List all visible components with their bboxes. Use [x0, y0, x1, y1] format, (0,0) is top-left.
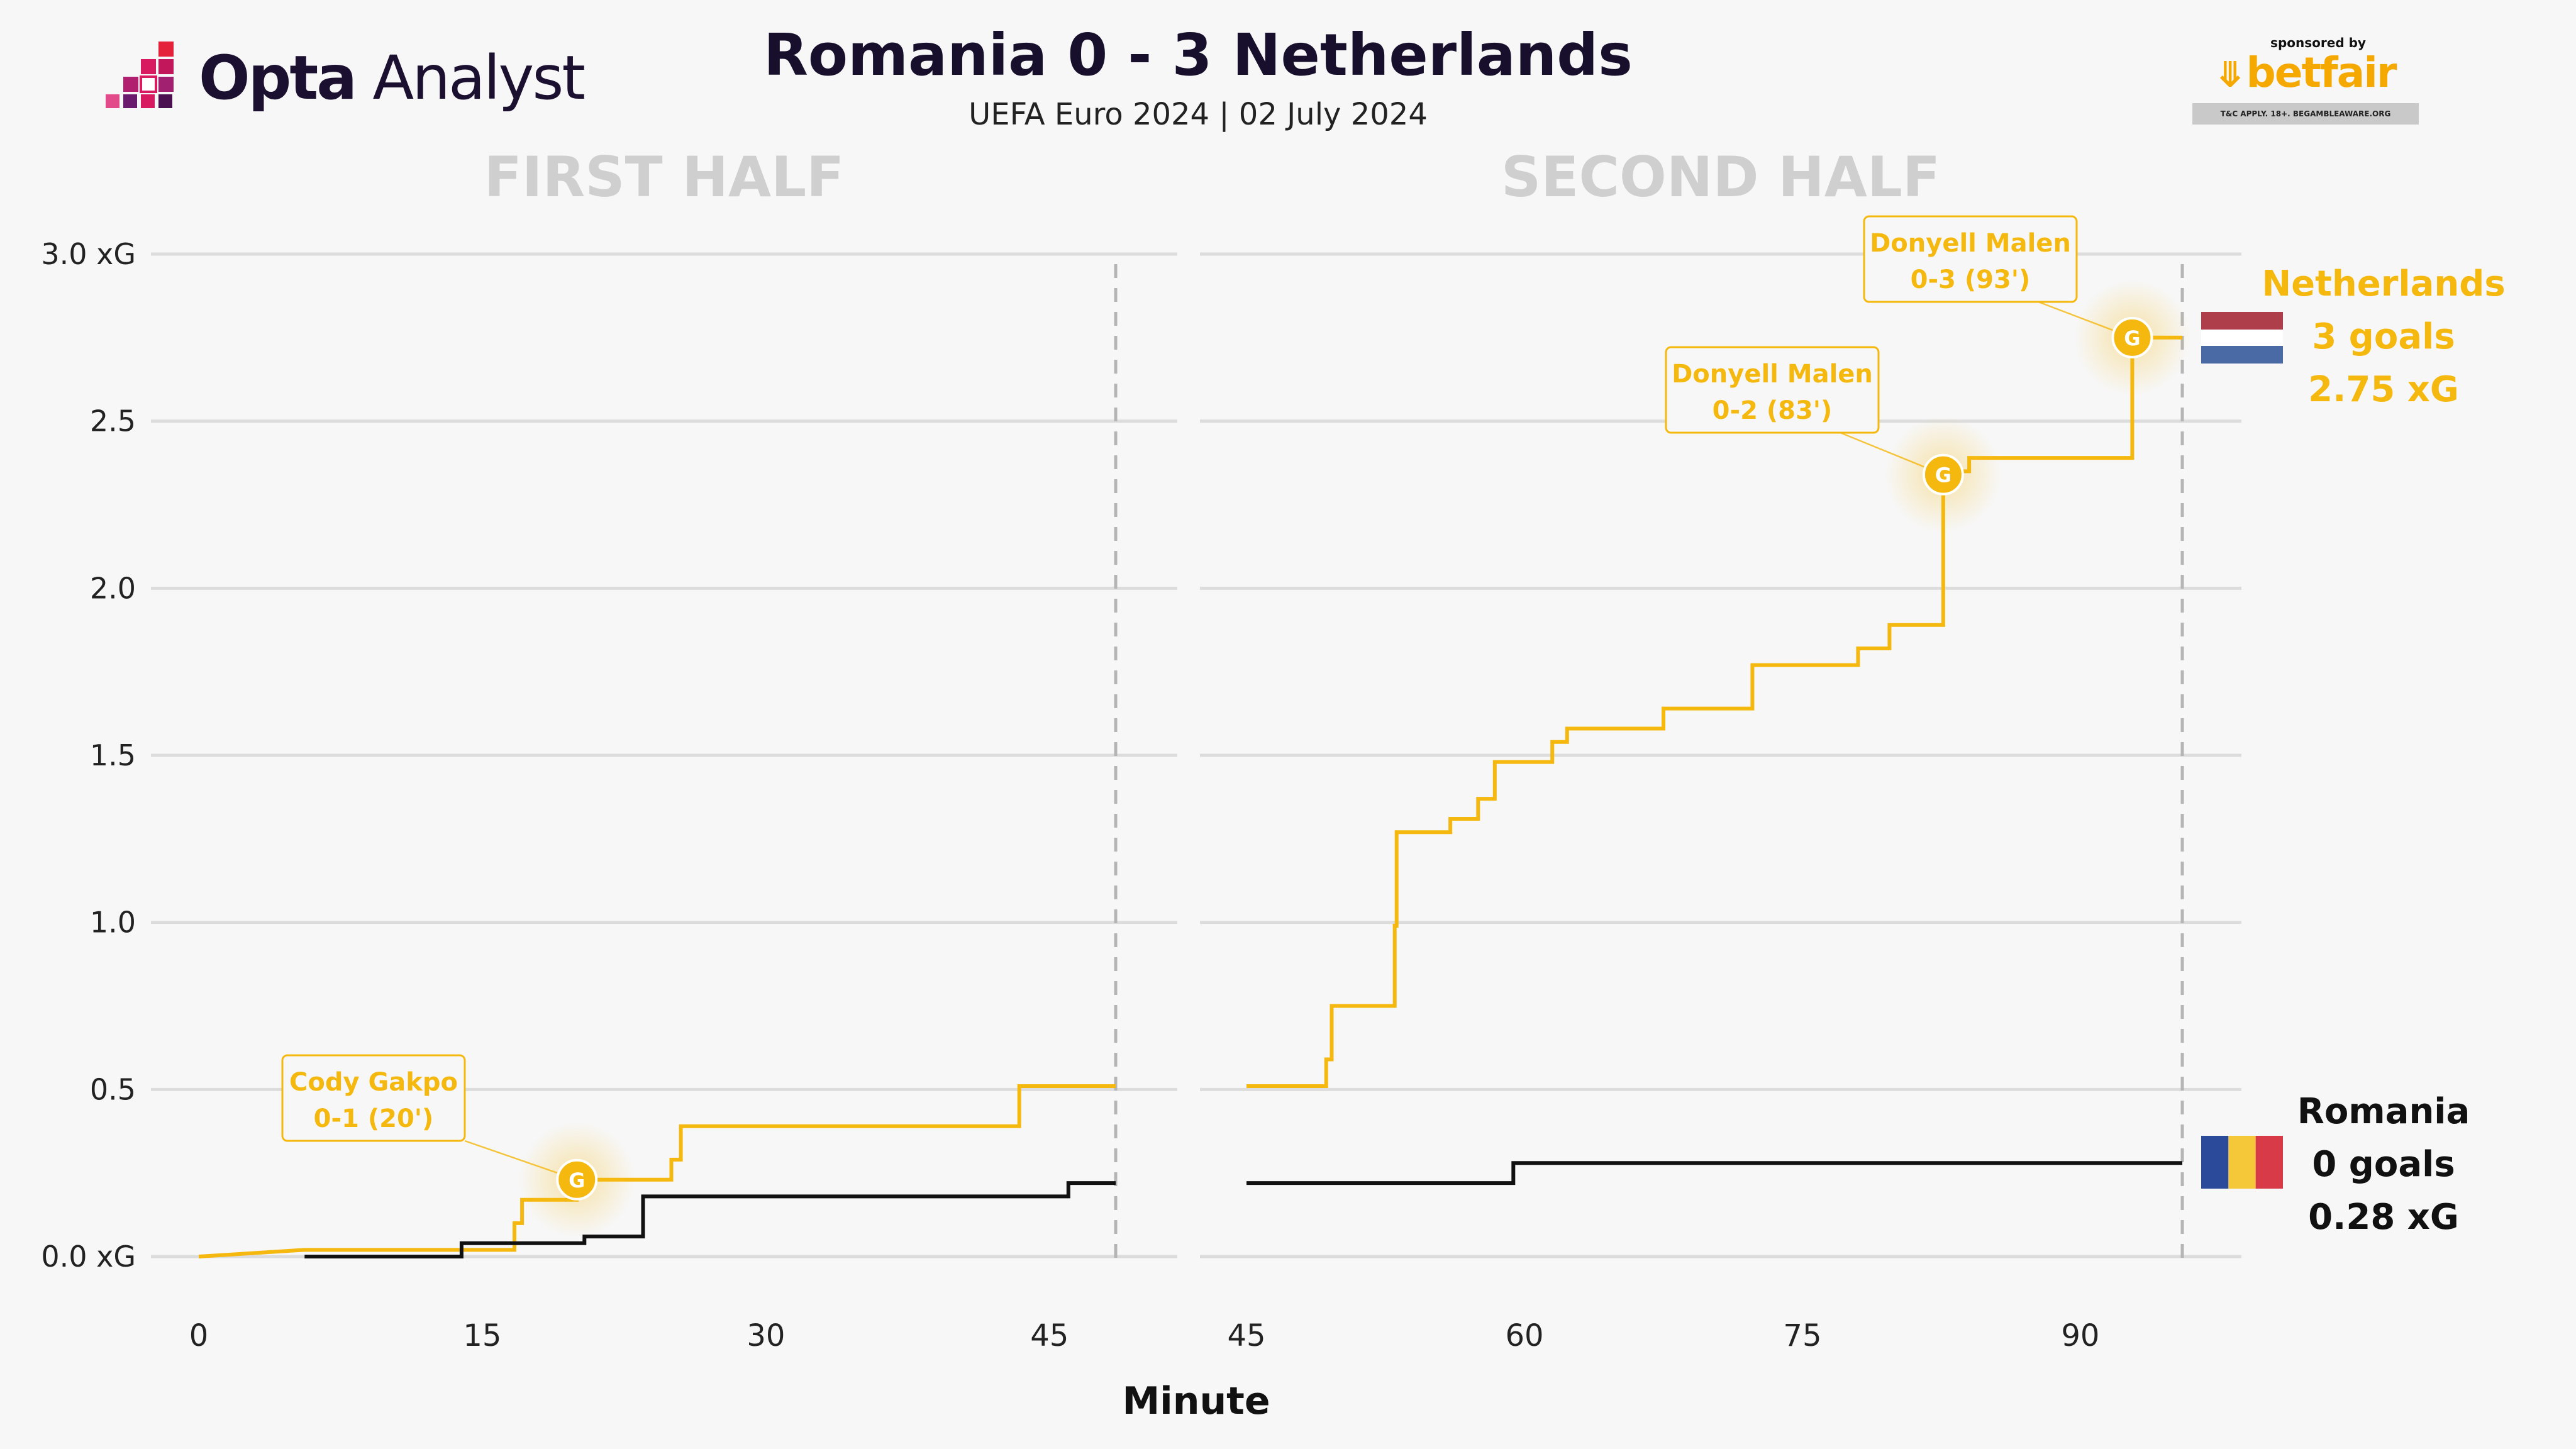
sponsor-logo: ⤋betfair	[2215, 48, 2397, 97]
chart-header: Romania 0 - 3 Netherlands UEFA Euro 2024…	[0, 18, 2396, 132]
sponsor-label: sponsored by	[2270, 35, 2366, 50]
y-tick-label: 0.5	[90, 1072, 136, 1106]
romania-flag-yellow	[2228, 1136, 2256, 1189]
y-tick-label: 1.5	[90, 738, 136, 772]
series-line-romania	[304, 1181, 1116, 1258]
goal-callout-player: Cody Gakpo	[289, 1068, 458, 1097]
goal-marker	[556, 1158, 598, 1201]
y-tick-label: 1.0	[90, 906, 136, 940]
x-tick-label: 90	[2061, 1318, 2099, 1353]
goal-marker-label: G	[2124, 326, 2140, 350]
goal-callout-player: Donyell Malen	[1870, 229, 2071, 258]
series-line-romania	[1246, 1161, 2182, 1185]
goal-marker-label: G	[1935, 464, 1951, 487]
chart-title: Romania 0 - 3 Netherlands	[763, 21, 1633, 89]
x-tick-label: 60	[1505, 1318, 1543, 1353]
team-summary-name: Netherlands	[2262, 264, 2505, 304]
x-tick-label: 0	[189, 1318, 209, 1353]
x-tick-label: 45	[1227, 1318, 1265, 1353]
half-label: FIRST HALF	[484, 145, 845, 209]
logo-wordmark: Opta Analyst	[199, 43, 586, 113]
x-tick-label: 15	[463, 1318, 501, 1353]
goal-callout-player: Donyell Malen	[1672, 360, 1873, 389]
team-summary-xg: 0.28 xG	[2308, 1197, 2459, 1238]
goal-callout-score: 0-3 (93')	[1911, 265, 2031, 294]
y-tick-label: 0.0 xG	[41, 1240, 136, 1274]
goal-callout-box	[281, 1054, 466, 1142]
half-label: SECOND HALF	[1501, 145, 1940, 209]
romania-flag-red	[2255, 1136, 2283, 1189]
goal-callout-score: 0-2 (83')	[1713, 396, 1833, 425]
romania-flag-blue	[2201, 1136, 2229, 1189]
netherlands-flag-red	[2201, 312, 2283, 330]
team-summary-name: Romania	[2297, 1091, 2470, 1132]
sponsor-block: sponsored by ⤋betfair T&C APPLY. 18+. BE…	[2192, 35, 2419, 125]
goal-marker	[2111, 316, 2153, 358]
goal-callout-box	[1665, 346, 1880, 434]
opta-logo-mark-icon	[106, 42, 174, 108]
goal-marker-label: G	[569, 1169, 585, 1192]
team-summary-goals: 3 goals	[2312, 316, 2455, 357]
team-summary-goals: 0 goals	[2312, 1144, 2455, 1185]
opta-analyst-logo: Opta Analyst	[101, 39, 586, 117]
x-tick-label: 45	[1030, 1318, 1069, 1353]
x-tick-label: 75	[1783, 1318, 1821, 1353]
goal-callout-score: 0-1 (20')	[314, 1104, 434, 1133]
y-tick-label: 3.0 xG	[41, 237, 136, 271]
betfair-arrow-icon: ⤋	[2215, 55, 2245, 96]
x-axis-label: Minute	[1122, 1379, 1270, 1423]
y-tick-label: 2.5	[90, 404, 136, 438]
x-tick-label: 30	[747, 1318, 785, 1353]
series-line-netherlands	[1246, 335, 2182, 1088]
netherlands-flag-blue	[2201, 346, 2283, 364]
team-summary-xg: 2.75 xG	[2308, 369, 2459, 410]
netherlands-flag-white	[2201, 330, 2283, 346]
goal-marker	[1922, 453, 1964, 496]
y-tick-label: 2.0	[90, 571, 136, 605]
chart-subtitle: UEFA Euro 2024 | 02 July 2024	[969, 97, 1428, 132]
sponsor-disclaimer: T&C APPLY. 18+. BEGAMBLEAWARE.ORG	[2192, 103, 2419, 125]
goal-callout-box	[1863, 215, 2078, 303]
